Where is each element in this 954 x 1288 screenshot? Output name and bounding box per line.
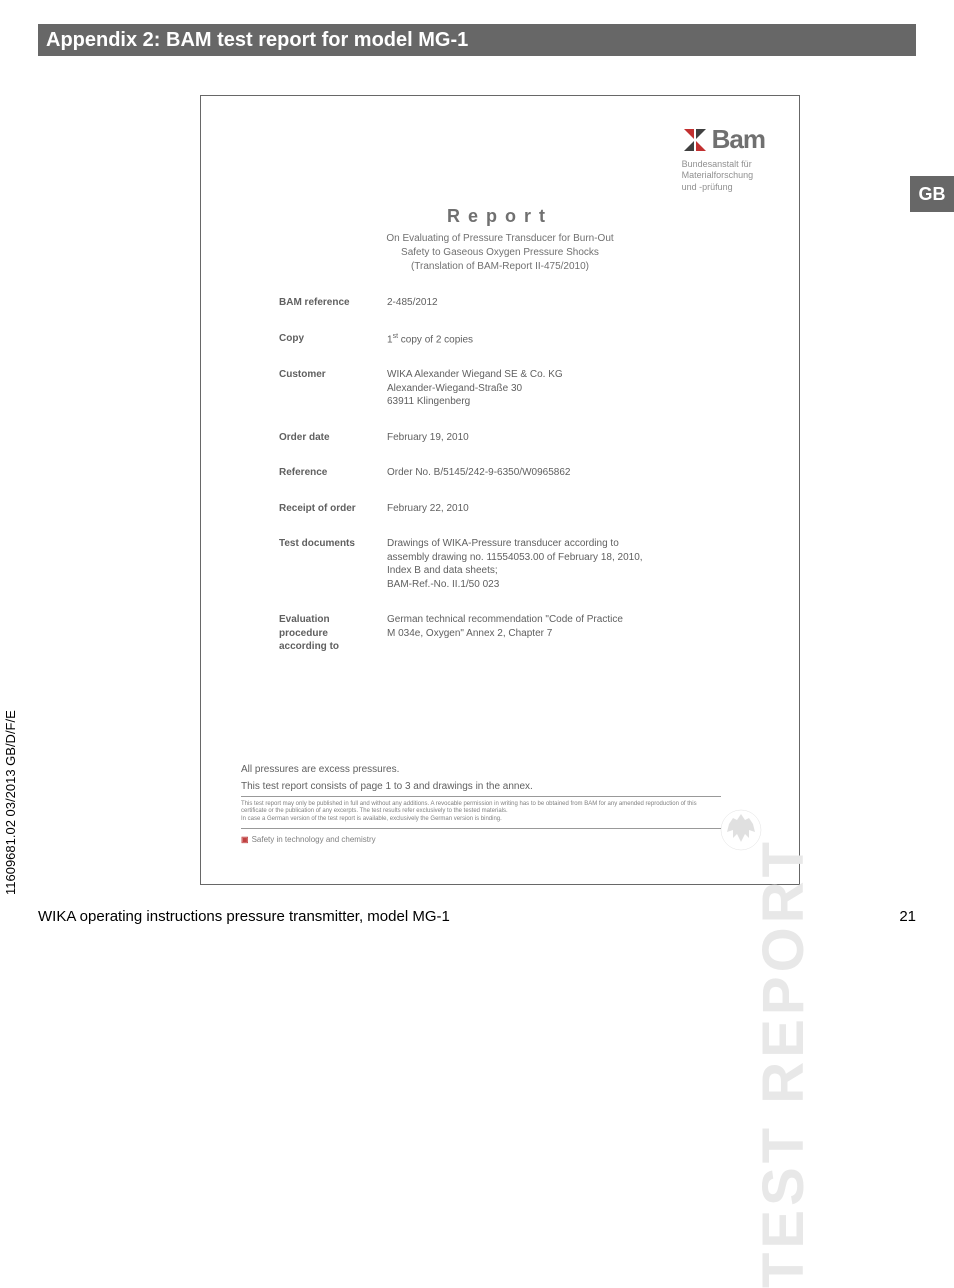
copy-suf: copy of 2 copies [398,334,473,345]
tagline: ▣Safety in technology and chemistry [241,835,721,844]
fine-l1: This test report may only be published i… [241,801,721,817]
testdocs-l1: Drawings of WIKA-Pressure transducer acc… [387,537,699,551]
fine-l2: In case a German version of the test rep… [241,816,721,824]
label-test-documents: Test documents [279,537,387,591]
customer-l2: Alexander-Wiegand-Straße 30 [387,382,699,396]
page-number: 21 [899,908,916,925]
field-copy: Copy 1st copy of 2 copies [279,332,699,347]
label-receipt: Receipt of order [279,502,387,516]
label-evaluation: Evaluation procedure according to [279,613,387,654]
testdocs-l4: BAM-Ref.-No. II.1/50 023 [387,578,699,592]
note-line-1: All pressures are excess pressures. [241,764,721,775]
field-test-documents: Test documents Drawings of WIKA-Pressure… [279,537,699,591]
report-subtitle: On Evaluating of Pressure Transducer for… [201,232,799,274]
appendix-header: Appendix 2: BAM test report for model MG… [38,24,916,56]
label-reference: Reference [279,466,387,480]
tagline-text: Safety in technology and chemistry [252,835,376,844]
bam-sub-3: und -prüfung [682,182,765,193]
fine-print: This test report may only be published i… [241,801,721,829]
tagline-mark-icon: ▣ [241,835,249,844]
testdocs-l3: Index B and data sheets; [387,564,699,578]
doc-revision-code: 11609681.02 03/2013 GB/D/F/E [3,710,18,895]
label-customer: Customer [279,368,387,409]
value-order-date: February 19, 2010 [387,431,699,445]
watermark-text: TEST REPORT [750,838,817,1288]
value-bam-reference: 2-485/2012 [387,296,699,310]
field-receipt: Receipt of order February 22, 2010 [279,502,699,516]
bam-logo-icon [682,127,708,153]
customer-l3: 63911 Klingenberg [387,395,699,409]
eagle-seal-icon [719,808,763,852]
page-footer: WIKA operating instructions pressure tra… [38,908,916,925]
bam-sub-1: Bundesanstalt für [682,159,765,170]
value-receipt: February 22, 2010 [387,502,699,516]
value-copy: 1st copy of 2 copies [387,332,699,347]
language-tab-gb: GB [910,176,954,212]
bam-logo-text: Bam [712,124,765,155]
label-bam-reference: BAM reference [279,296,387,310]
value-test-documents: Drawings of WIKA-Pressure transducer acc… [387,537,699,591]
customer-l1: WIKA Alexander Wiegand SE & Co. KG [387,368,699,382]
eval-label-1: Evaluation [279,613,387,627]
field-customer: Customer WIKA Alexander Wiegand SE & Co.… [279,368,699,409]
eval-l1: German technical recommendation "Code of… [387,613,699,627]
field-evaluation: Evaluation procedure according to German… [279,613,699,654]
report-sub-2: Safety to Gaseous Oxygen Pressure Shocks [201,246,799,260]
field-reference: Reference Order No. B/5145/242-9-6350/W0… [279,466,699,480]
report-document: TEST REPORT Bam Bundesanstalt für Materi… [200,95,800,885]
report-fields: BAM reference 2-485/2012 Copy 1st copy o… [279,296,699,676]
field-order-date: Order date February 19, 2010 [279,431,699,445]
field-bam-reference: BAM reference 2-485/2012 [279,296,699,310]
bam-logo-subtitle: Bundesanstalt für Materialforschung und … [682,159,765,193]
value-evaluation: German technical recommendation "Code of… [387,613,699,654]
note-line-2: This test report consists of page 1 to 3… [241,781,721,797]
bottom-notes: All pressures are excess pressures. This… [241,764,721,844]
bam-sub-2: Materialforschung [682,170,765,181]
bam-logo-block: Bam Bundesanstalt für Materialforschung … [682,124,765,193]
value-reference: Order No. B/5145/242-9-6350/W0965862 [387,466,699,480]
report-title: Report [201,206,799,227]
value-customer: WIKA Alexander Wiegand SE & Co. KG Alexa… [387,368,699,409]
testdocs-l2: assembly drawing no. 11554053.00 of Febr… [387,551,699,565]
eval-l2: M 034e, Oxygen" Annex 2, Chapter 7 [387,627,699,641]
eval-label-3: according to [279,640,387,654]
report-sub-3: (Translation of BAM-Report II-475/2010) [201,260,799,274]
label-order-date: Order date [279,431,387,445]
eval-label-2: procedure [279,627,387,641]
footer-text: WIKA operating instructions pressure tra… [38,908,450,925]
report-sub-1: On Evaluating of Pressure Transducer for… [201,232,799,246]
label-copy: Copy [279,332,387,347]
